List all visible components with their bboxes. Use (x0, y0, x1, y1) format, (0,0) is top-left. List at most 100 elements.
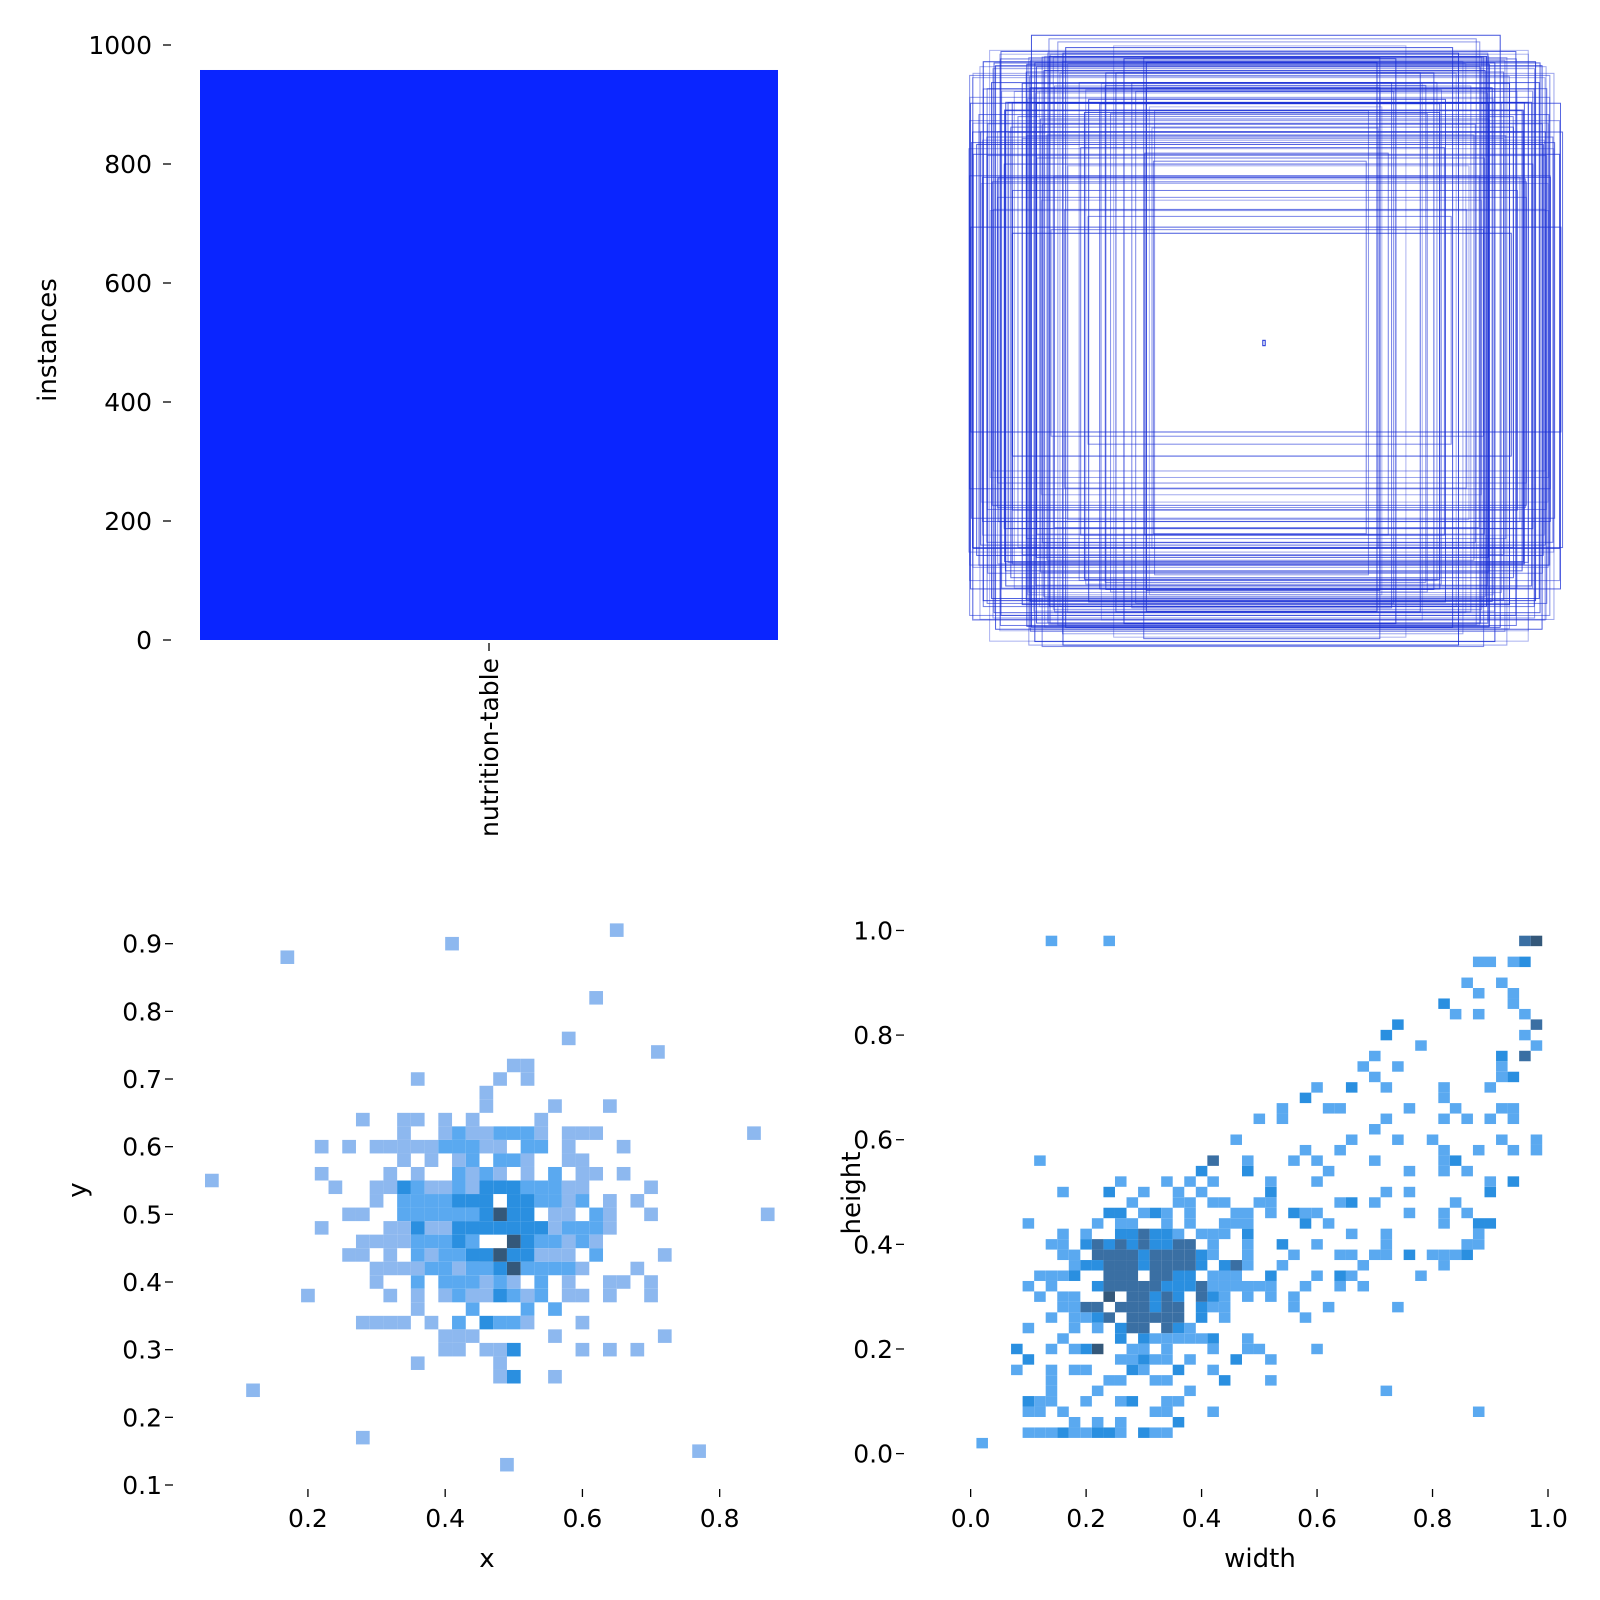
label-box (1100, 83, 1423, 621)
heatmap-cell (575, 1180, 590, 1195)
heatmap-cell (1091, 1427, 1104, 1438)
heatmap-cell (1138, 1186, 1150, 1198)
y-tick-label: 1000 (88, 31, 152, 60)
heatmap-cell (1496, 1050, 1508, 1062)
label-box (1035, 66, 1481, 624)
heatmap-cell (369, 1315, 384, 1330)
heatmap-cell (1207, 1333, 1219, 1344)
heatmap-cell (1484, 1218, 1497, 1229)
heatmap-cell (575, 1288, 590, 1303)
wh-y-axis-label: height (837, 1152, 867, 1235)
heatmap-cell (520, 1194, 535, 1208)
heatmap-cell (548, 1261, 562, 1276)
heatmap-cell (1438, 1144, 1450, 1156)
heatmap-cell (1242, 1249, 1254, 1261)
heatmap-cell (1334, 1280, 1346, 1292)
heatmap-cell (438, 1288, 453, 1303)
heatmap-cell (1461, 1239, 1473, 1250)
y-tick-label: 400 (104, 388, 152, 417)
heatmap-cell (1126, 1280, 1139, 1292)
heatmap-cell (1265, 1280, 1277, 1292)
heatmap-cell (493, 1153, 507, 1167)
heatmap-cell (1242, 1218, 1254, 1229)
heatmap-cell (1103, 1375, 1115, 1386)
heatmap-cell (438, 1248, 453, 1262)
heatmap-cell (1184, 1176, 1196, 1187)
heatmap-cell (479, 1248, 494, 1262)
heatmap-cell (1345, 1249, 1358, 1261)
label-box (1151, 127, 1379, 549)
heatmap-cell (452, 1234, 466, 1249)
heatmap-cell (1068, 1270, 1081, 1281)
heatmap-cell (424, 1248, 439, 1262)
heatmap-cell (1195, 1333, 1208, 1344)
heatmap-cell (1045, 1364, 1058, 1376)
heatmap-cell (561, 1288, 576, 1303)
heatmap-cell (548, 1180, 562, 1195)
heatmap-cell (1045, 1239, 1058, 1250)
x-tick-label: 0.8 (1413, 1504, 1453, 1533)
heatmap-cell (1068, 1427, 1081, 1438)
heatmap-cell (1161, 1354, 1173, 1365)
heatmap-cell (1519, 1008, 1531, 1020)
heatmap-cell (1091, 1260, 1104, 1271)
heatmap-cell (1265, 1375, 1277, 1386)
y-tick-label: 0.2 (853, 1335, 893, 1364)
heatmap-cell (1172, 1270, 1185, 1281)
heatmap-cell (506, 1342, 521, 1357)
heatmap-cell (1034, 1291, 1046, 1302)
heatmap-cell (383, 1234, 398, 1249)
heatmap-cell (438, 1126, 453, 1140)
heatmap-cell (534, 1288, 549, 1303)
heatmap-cell (1080, 1427, 1092, 1438)
heatmap-cell (1230, 1134, 1242, 1145)
heatmap-cell (1449, 1249, 1462, 1261)
heatmap-cell (1207, 1301, 1219, 1313)
heatmap-cell (1149, 1312, 1162, 1323)
heatmap-cell (575, 1315, 590, 1330)
heatmap-cell (452, 1248, 466, 1262)
heatmap-cell (1011, 1364, 1023, 1376)
wh-heatmap-panel: width height 0.0 0.2 0.4 0.6 0.8 1.0 0.0 0.2 0.4… (837, 916, 1568, 1574)
heatmap-cell (1218, 1228, 1231, 1240)
heatmap-cell (1357, 1061, 1370, 1072)
heatmap-cell (1184, 1385, 1196, 1397)
heatmap-cell (465, 1166, 480, 1181)
heatmap-cell (1126, 1270, 1139, 1281)
heatmap-cell (369, 1194, 384, 1208)
heatmap-cell (1299, 1092, 1312, 1104)
boxes-panel (968, 34, 1564, 648)
heatmap-cell (1149, 1406, 1162, 1417)
heatmap-cell (1126, 1364, 1139, 1376)
y-tick-label: 0.0 (853, 1440, 893, 1469)
heatmap-cell (1091, 1301, 1104, 1313)
heatmap-cell (355, 1248, 370, 1262)
heatmap-cell (1184, 1197, 1196, 1208)
heatmap-cell (1472, 1144, 1485, 1156)
heatmap-cell (493, 1356, 507, 1370)
heatmap-cell (1161, 1207, 1173, 1219)
heatmap-cell (397, 1207, 411, 1222)
heatmap-cell (1080, 1343, 1092, 1355)
heatmap-cell (1288, 1155, 1300, 1166)
heatmap-cell (520, 1302, 535, 1316)
heatmap-cell (493, 1126, 507, 1140)
heatmap-cell (1195, 1260, 1208, 1271)
heatmap-cell (410, 1166, 425, 1181)
label-box (1262, 339, 1266, 347)
heatmap-cell (1242, 1343, 1254, 1355)
heatmap-cell (493, 1072, 507, 1086)
heatmap-cell (520, 1180, 535, 1195)
heatmap-cell (424, 1194, 439, 1208)
y-tick-label: 800 (104, 150, 152, 179)
heatmap-cell (1218, 1291, 1231, 1302)
heatmap-cell (1161, 1260, 1173, 1271)
heatmap-cell (1114, 1280, 1127, 1292)
label-box (989, 210, 1550, 478)
heatmap-cell (1057, 1228, 1069, 1240)
heatmap-cell (657, 1248, 672, 1262)
heatmap-cell (1380, 1385, 1393, 1397)
heatmap-cell (1126, 1343, 1139, 1355)
heatmap-cell (465, 1221, 480, 1235)
heatmap-cell (1345, 1197, 1358, 1208)
